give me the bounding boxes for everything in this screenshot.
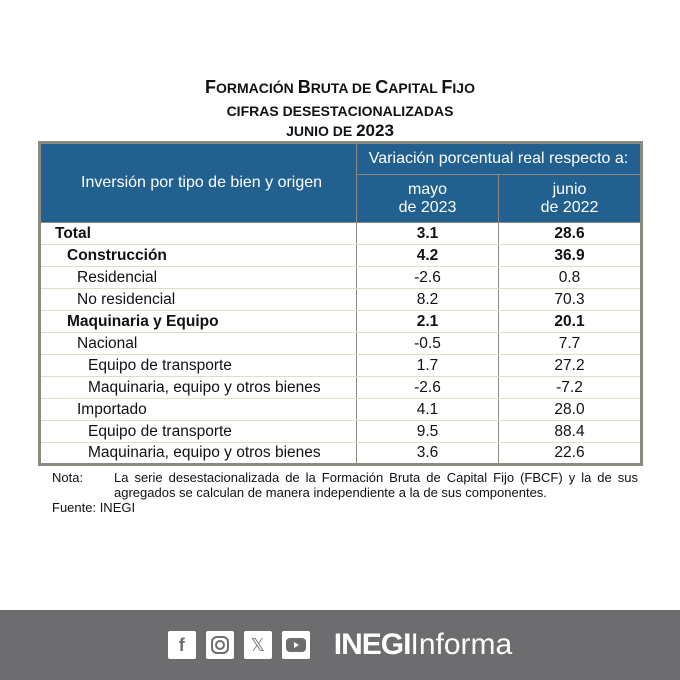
value-mayo-2023: -2.6 (356, 266, 499, 289)
table-row: Maquinaria, equipo y otros bienes -2.6 -7.… (39, 376, 642, 399)
main-title: FORMACIÓN BRUTA DE CAPITAL FIJO (205, 77, 475, 97)
row-label: Maquinaria y Equipo (39, 310, 357, 333)
period: JUNIO DE 2023 (286, 121, 394, 140)
row-label: Residencial (39, 266, 357, 289)
facebook-icon[interactable]: f (167, 631, 196, 659)
header-col1: mayo de 2023 (356, 174, 499, 223)
header-label: Inversión por tipo de bien y origen (39, 142, 357, 223)
table-row: Equipo de transporte 9.5 88.4 (39, 420, 642, 443)
value-junio-2022: 70.3 (498, 288, 642, 311)
value-mayo-2023: 3.1 (356, 222, 499, 245)
table-row: Maquinaria y Equipo 2.1 20.1 (39, 310, 642, 333)
table-row: No residencial 8.2 70.3 (39, 288, 642, 311)
row-label: Importado (39, 398, 357, 421)
table-row: Nacional -0.5 7.7 (39, 332, 642, 355)
subtitle: CIFRAS DESESTACIONALIZADAS (226, 103, 454, 119)
row-label: Maquinaria, equipo y otros bienes (39, 376, 357, 399)
row-label: Total (39, 222, 357, 245)
header-group: Variación porcentual real respecto a: (356, 142, 642, 175)
table-row: Maquinaria, equipo y otros bienes 3.6 22.6 (39, 442, 642, 465)
value-junio-2022: 28.0 (498, 398, 642, 421)
inegi-informa-logo: INEGI Informa (333, 628, 513, 661)
value-mayo-2023: 4.1 (356, 398, 499, 421)
row-label: Maquinaria, equipo y otros bienes (39, 442, 357, 465)
value-junio-2022: 7.7 (498, 332, 642, 355)
table-row: Residencial -2.6 0.8 (39, 266, 642, 289)
value-mayo-2023: 9.5 (356, 420, 499, 443)
note-label: Nota: (52, 470, 84, 485)
source: Fuente: INEGI (52, 500, 136, 515)
row-label: Nacional (39, 332, 357, 355)
row-label: No residencial (39, 288, 357, 311)
table-row: Equipo de transporte 1.7 27.2 (39, 354, 642, 377)
value-junio-2022: -7.2 (498, 376, 642, 399)
value-junio-2022: 20.1 (498, 310, 642, 333)
note: Nota: La serie desestacionalizada de la F… (52, 470, 638, 515)
value-mayo-2023: 8.2 (356, 288, 499, 311)
value-mayo-2023: 3.6 (356, 442, 499, 465)
value-mayo-2023: 2.1 (356, 310, 499, 333)
youtube-icon[interactable] (281, 631, 310, 659)
table-row: Construcción 4.2 36.9 (39, 244, 642, 267)
value-mayo-2023: 1.7 (356, 354, 499, 377)
row-label: Construcción (39, 244, 357, 267)
value-junio-2022: 28.6 (498, 222, 642, 245)
data-table: Inversión por tipo de bien y origen Vari… (38, 141, 643, 466)
value-junio-2022: 22.6 (498, 442, 642, 465)
row-label: Equipo de transporte (39, 420, 357, 443)
instagram-icon[interactable] (205, 631, 234, 659)
value-junio-2022: 36.9 (498, 244, 642, 267)
title-block: FORMACIÓN BRUTA DE CAPITAL FIJO CIFRAS D… (0, 76, 680, 141)
note-text: La serie desestacionalizada de la Formac… (114, 470, 638, 500)
value-mayo-2023: 4.2 (356, 244, 499, 267)
row-label: Equipo de transporte (39, 354, 357, 377)
footer-bar: f 𝕏 INEGI Informa (0, 610, 680, 680)
value-junio-2022: 88.4 (498, 420, 642, 443)
header-col2: junio de 2022 (498, 174, 642, 223)
table-row: Importado 4.1 28.0 (39, 398, 642, 421)
value-mayo-2023: -0.5 (356, 332, 499, 355)
value-junio-2022: 27.2 (498, 354, 642, 377)
x-icon[interactable]: 𝕏 (243, 631, 272, 659)
value-mayo-2023: -2.6 (356, 376, 499, 399)
value-junio-2022: 0.8 (498, 266, 642, 289)
table-row: Total 3.1 28.6 (39, 222, 642, 245)
